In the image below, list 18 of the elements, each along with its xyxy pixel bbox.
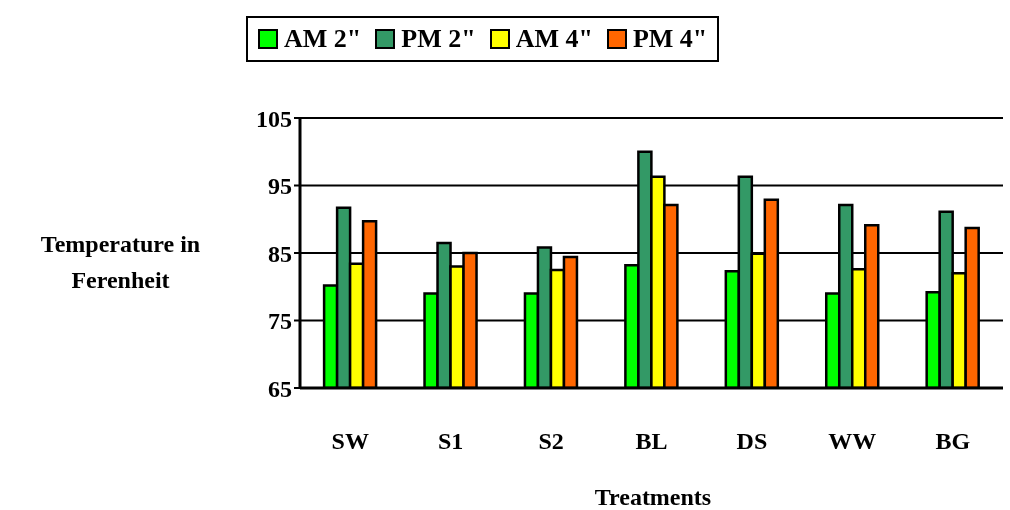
y-tick-label: 105 bbox=[256, 105, 292, 132]
x-tick-label: S1 bbox=[437, 428, 464, 455]
x-tick-label: DS bbox=[736, 428, 768, 455]
y-tick-label: 75 bbox=[268, 308, 292, 335]
legend-label: PM 4" bbox=[632, 24, 708, 54]
y-tick-label: 95 bbox=[268, 173, 292, 200]
x-tick-label: S2 bbox=[538, 428, 564, 455]
x-tick-label: BG bbox=[935, 428, 971, 455]
x-tick-label: SW bbox=[331, 428, 369, 455]
legend-label: AM 4" bbox=[515, 24, 593, 54]
y-tick-label: 65 bbox=[268, 375, 292, 402]
x-tick-label: BL bbox=[635, 428, 668, 455]
legend-label: AM 2" bbox=[284, 24, 362, 54]
x-tick-label: WW bbox=[828, 428, 877, 455]
x-axis-title: Treatments bbox=[593, 484, 713, 510]
y-tick-label: 85 bbox=[268, 240, 292, 267]
legend-label: PM 2" bbox=[401, 24, 476, 54]
y-axis-title: Temperature in Ferenheit bbox=[39, 230, 202, 295]
